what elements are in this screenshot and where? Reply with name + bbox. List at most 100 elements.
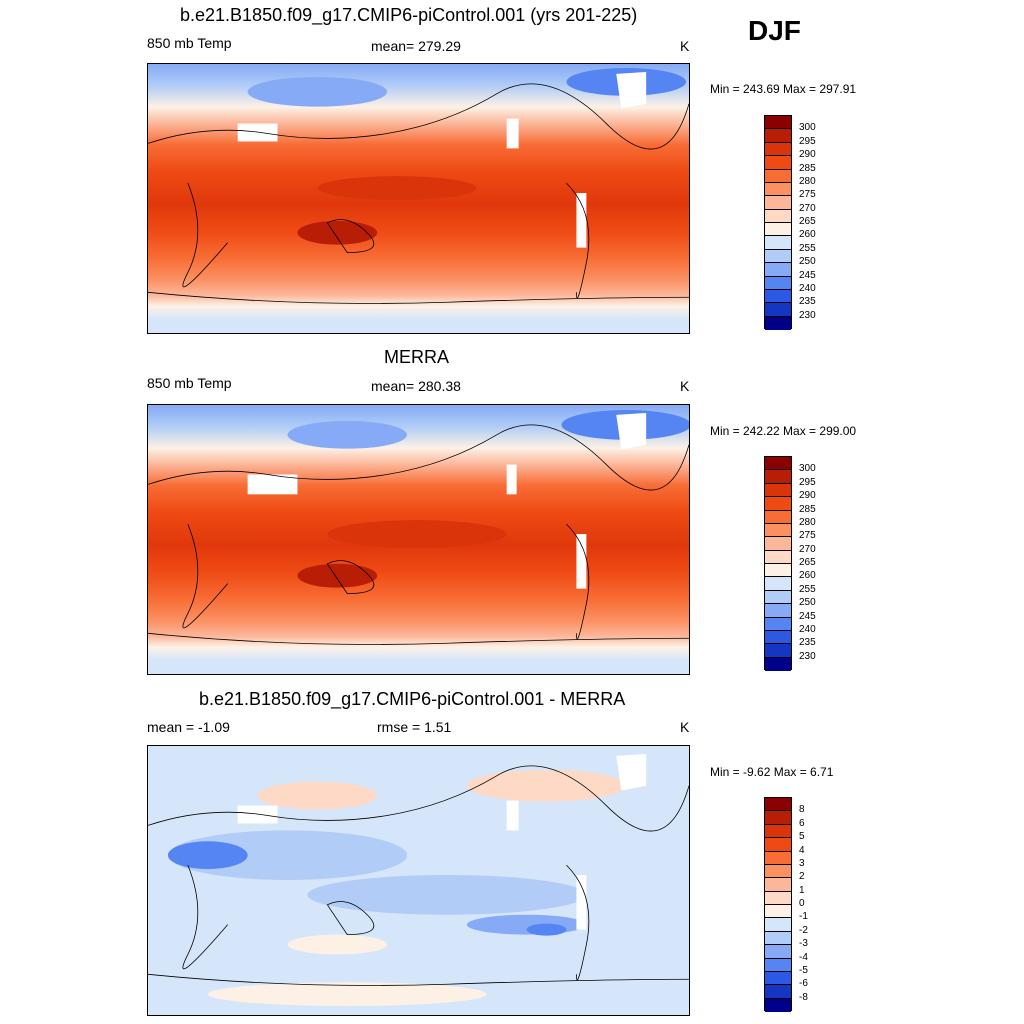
panel3-colorbar-swatch [765,798,791,812]
panel3-colorbar-tick-label: -4 [799,951,808,963]
panel3-colorbar-swatch [765,958,791,972]
panel2-colorbar [764,456,792,671]
panel1-colorbar-swatch [765,196,791,210]
panel1-colorbar-tick-label: 235 [799,296,816,308]
panel1-colorbar-swatch [765,156,791,170]
panel2-colorbar-swatch [765,564,791,578]
panel3-colorbar-tick-label: 2 [799,871,805,883]
panel3-colorbar-tick-label: -3 [799,938,808,950]
panel3-mean-label: mean = -1.09 [147,719,230,735]
panel2-colorbar-swatch [765,590,791,605]
panel2-colorbar-tick-label: 265 [799,557,816,568]
panel1-colorbar-tick-label: 300 [799,122,816,134]
panel1-colorbar-tick-label: 250 [799,256,816,268]
panel1-title: b.e21.B1850.f09_g17.CMIP6-piControl.001 … [180,5,638,25]
panel3-colorbar-swatch [765,864,791,879]
panel1-mean-label: mean= 279.29 [371,38,461,54]
panel2-colorbar-swatch [765,497,791,511]
panel2-coastlines [148,424,689,645]
panel1-colorbar-swatch [765,289,791,304]
panel3-colorbar-swatch [765,945,791,959]
panel2-colorbar-tick-label: 260 [799,570,816,582]
panel1-colorbar-swatch [765,142,791,157]
panel2-colorbar-swatch [765,657,791,671]
panel1-colorbar-swatch [765,182,791,197]
panel1-colorbar-tick-label: 260 [799,229,816,241]
panel1-colorbar-swatch [765,316,791,330]
panel1-colorbar-swatch [765,209,791,223]
panel3-colorbar-swatch [765,918,791,932]
panel1-colorbar [764,115,792,330]
panel1-colorbar-swatch [765,129,791,143]
panel1-colorbar-swatch [765,116,791,130]
panel3-colorbar-tick-label: 1 [799,884,805,896]
panel1-colorbar-tick-label: 265 [799,216,816,227]
panel3-title: b.e21.B1850.f09_g17.CMIP6-piControl.001 … [199,689,626,709]
panel3-colorbar-swatch [765,878,791,892]
panel1-map [147,63,690,334]
panel2-colorbar-tick-label: 290 [799,490,816,502]
panel1-missing-region [237,123,278,142]
panel3-colorbar-swatch [765,985,791,999]
panel3-colorbar-tick-label: 5 [799,831,805,843]
panel3-colorbar-swatch [765,838,791,852]
panel2-colorbar-tick-label: 230 [799,650,816,662]
panel3-colorbar-tick-label: -1 [799,911,808,923]
panel2-colorbar-tick-label: 250 [799,597,816,609]
panel2-colorbar-swatch [765,537,791,551]
panel1-colorbar-tick-label: 270 [799,202,816,214]
panel3-colorbar-tick-label: 0 [799,898,805,909]
panel1-colorbar-tick-label: 285 [799,162,816,174]
panel2-colorbar-swatch [765,510,791,524]
panel1-colorbar-tick-label: 245 [799,269,816,281]
panel2-colorbar-swatch [765,470,791,484]
panel2-units-label: K [680,378,690,394]
panel2-minmax: Min = 242.22 Max = 299.00 [710,424,857,438]
panel2-warm-core [327,520,507,548]
panel3-colorbar-tick-label: -6 [799,978,808,990]
panel3-warm-anomaly [257,781,378,810]
panel2-colorbar-tick-label: 245 [799,610,816,622]
season-label: DJF [748,15,801,46]
panel3-colorbar-tick-label: 8 [799,804,805,816]
panel3-colorbar-swatch [765,931,791,946]
panel3-colorbar-swatch [765,851,791,865]
panel1-minmax: Min = 243.69 Max = 297.91 [710,82,857,96]
panel2-colorbar-tick-label: 240 [799,623,816,635]
panel2-map [147,404,690,675]
panel2-colorbar-tick-label: 285 [799,503,816,515]
panel1-colorbar-swatch [765,169,791,183]
panel2-colorbar-swatch [765,457,791,471]
panel2-colorbar-swatch [765,523,791,538]
panel2-colorbar-swatch [765,483,791,498]
panel3-colorbar [764,797,792,1012]
panel3-map [147,745,690,1016]
panel1-colorbar-tick-label: 230 [799,309,816,321]
panel3-colorbar-swatch [765,905,791,919]
panel3-colorbar-tick-label: -2 [799,924,808,936]
panel3-coastlines [148,765,689,986]
panel1-colorbar-tick-label: 275 [799,189,816,201]
panel3-colorbar-tick-label: 3 [799,857,805,869]
panel2-missing-region [247,474,298,495]
panel2-colorbar-tick-label: 270 [799,543,816,555]
panel2-mean-label: mean= 280.38 [371,378,461,394]
panel1-units-label: K [680,38,690,54]
panel1-colorbar-swatch [765,236,791,250]
panel3-missing-region [237,805,278,824]
panel3-colorbar-tick-label: 6 [799,817,805,829]
panel1-warm-core [317,176,477,200]
panel2-colorbar-swatch [765,617,791,631]
panel3-colorbar-swatch [765,971,791,986]
panel1-colorbar-tick-label: 240 [799,282,816,294]
panel2-colorbar-swatch [765,604,791,618]
panel1-colorbar-tick-label: 255 [799,242,816,254]
panel3-cold-anomaly [167,841,248,870]
panel1-colorbar-swatch [765,223,791,237]
panel2-colorbar-swatch [765,577,791,591]
panel1-colorbar-tick-label: 280 [799,175,816,187]
panel1-colorbar-swatch [765,263,791,277]
panel2-colorbar-tick-label: 295 [799,476,816,488]
panel2-colorbar-tick-label: 300 [799,463,816,475]
panel2-variable-label: 850 mb Temp [147,375,232,391]
